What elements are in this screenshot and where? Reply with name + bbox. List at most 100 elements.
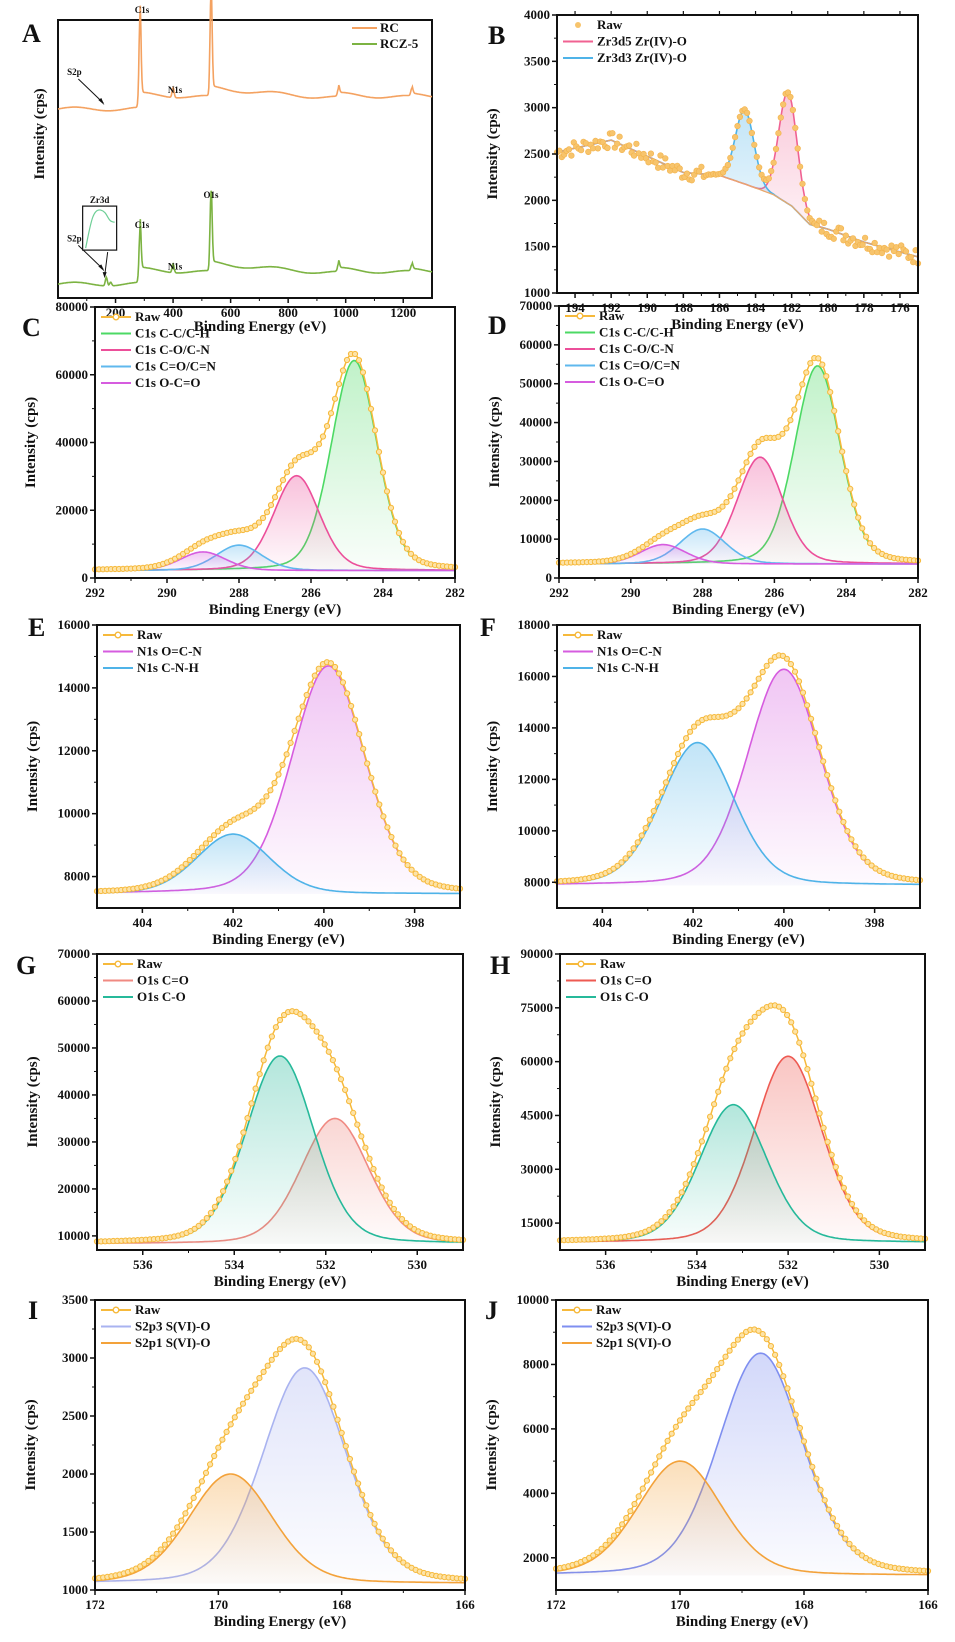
x-tick-label: 170 bbox=[209, 1597, 229, 1612]
y-tick-label: 16000 bbox=[518, 668, 551, 683]
raw-point bbox=[743, 1024, 750, 1031]
x-tick-label: 398 bbox=[865, 915, 885, 930]
x-tick-label: 536 bbox=[596, 1257, 616, 1272]
raw-point bbox=[386, 1199, 393, 1206]
raw-point bbox=[734, 122, 741, 130]
raw-point bbox=[865, 1220, 872, 1228]
raw-point bbox=[800, 1052, 807, 1059]
raw-point bbox=[638, 832, 645, 839]
legend-item: N1s C-N-H bbox=[103, 660, 199, 675]
raw-point bbox=[207, 1209, 214, 1217]
raw-point bbox=[828, 1151, 835, 1159]
raw-point bbox=[182, 1510, 189, 1517]
raw-point bbox=[609, 130, 616, 137]
raw-point bbox=[859, 525, 866, 532]
raw-point bbox=[387, 504, 395, 511]
component-fill bbox=[557, 742, 920, 886]
raw-point bbox=[279, 477, 287, 484]
raw-point bbox=[264, 1362, 271, 1369]
raw-point bbox=[630, 845, 637, 852]
component-fill bbox=[95, 475, 455, 571]
legend-marker bbox=[575, 22, 581, 28]
x-tick-label: 534 bbox=[225, 1257, 245, 1272]
raw-point bbox=[836, 808, 843, 815]
raw-point bbox=[701, 1383, 708, 1390]
raw-point bbox=[820, 219, 828, 226]
component-fill bbox=[95, 360, 455, 571]
legend-marker bbox=[577, 960, 585, 968]
raw-point bbox=[727, 1055, 734, 1062]
legend-item: Zr3d3 Zr(IV)-O bbox=[563, 50, 687, 65]
panel-label: H bbox=[490, 951, 510, 980]
raw-point bbox=[396, 850, 403, 857]
raw-point bbox=[668, 1430, 675, 1437]
legend-label: C1s C-C/C-H bbox=[599, 325, 674, 340]
raw-point bbox=[616, 133, 623, 140]
raw-point bbox=[297, 1336, 304, 1344]
raw-point bbox=[170, 870, 177, 877]
raw-point bbox=[739, 1030, 746, 1037]
peak-annotation: C1s bbox=[135, 220, 150, 230]
raw-point bbox=[727, 154, 734, 161]
legend-marker bbox=[114, 960, 122, 968]
raw-point bbox=[747, 450, 754, 457]
raw-point bbox=[367, 1511, 374, 1519]
raw-point bbox=[835, 428, 842, 435]
raw-point bbox=[780, 1006, 787, 1014]
legend-item: C1s O-C=O bbox=[101, 375, 201, 390]
raw-point bbox=[358, 1133, 365, 1140]
panel-C: 292 290 288 286 284 282 0 20000 40000 60000 80000 B… bbox=[22, 299, 465, 618]
raw-point bbox=[323, 423, 331, 430]
y-axis-label: Intensity (cps) bbox=[485, 108, 501, 199]
y-tick-label: 30000 bbox=[58, 1134, 91, 1149]
raw-point bbox=[372, 788, 379, 795]
raw-point bbox=[784, 1011, 791, 1019]
raw-point bbox=[363, 1502, 370, 1509]
y-axis-label: Intensity (cps) bbox=[23, 397, 39, 488]
panel-label: G bbox=[16, 951, 36, 980]
raw-point bbox=[313, 1028, 320, 1035]
y-tick-label: 10000 bbox=[58, 806, 91, 821]
raw-point bbox=[753, 153, 760, 160]
raw-point bbox=[702, 1126, 710, 1133]
raw-point bbox=[272, 1024, 279, 1031]
raw-point bbox=[772, 1351, 779, 1358]
raw-point bbox=[594, 145, 602, 152]
raw-point bbox=[824, 772, 831, 779]
raw-point bbox=[834, 1522, 841, 1530]
raw-point bbox=[275, 771, 282, 778]
raw-point bbox=[619, 1521, 626, 1528]
y-tick-label: 40000 bbox=[56, 435, 89, 450]
y-tick-label: 15000 bbox=[521, 1215, 554, 1230]
raw-point bbox=[307, 449, 315, 456]
raw-point bbox=[244, 1115, 251, 1122]
raw-point bbox=[848, 836, 855, 843]
raw-point bbox=[626, 142, 633, 149]
raw-point bbox=[755, 438, 762, 445]
component-fill bbox=[556, 1353, 928, 1576]
panel-D: 292 290 288 286 284 282 0 10000 20000 30000 40000 5… bbox=[487, 298, 928, 618]
y-tick-label: 60000 bbox=[521, 1054, 554, 1069]
raw-point bbox=[670, 1203, 677, 1210]
raw-point bbox=[594, 1549, 601, 1556]
y-tick-label: 20000 bbox=[56, 502, 89, 517]
raw-point bbox=[705, 1377, 713, 1385]
raw-point bbox=[747, 1018, 754, 1025]
raw-point bbox=[590, 1552, 597, 1559]
raw-point bbox=[378, 1184, 385, 1191]
raw-point bbox=[788, 1398, 795, 1405]
raw-point bbox=[346, 1455, 353, 1463]
x-axis-label: Binding Energy (eV) bbox=[209, 602, 342, 618]
raw-point bbox=[338, 1429, 345, 1437]
y-tick-label: 1000 bbox=[524, 285, 550, 300]
raw-point bbox=[817, 1486, 824, 1494]
raw-point bbox=[658, 789, 666, 796]
raw-point bbox=[816, 744, 823, 751]
raw-point bbox=[276, 1016, 284, 1024]
raw-point bbox=[688, 177, 695, 184]
raw-point bbox=[791, 406, 798, 413]
raw-point bbox=[791, 668, 799, 675]
raw-point bbox=[828, 785, 835, 792]
raw-point bbox=[618, 859, 625, 866]
legend-label: C1s O-C=O bbox=[135, 375, 201, 390]
